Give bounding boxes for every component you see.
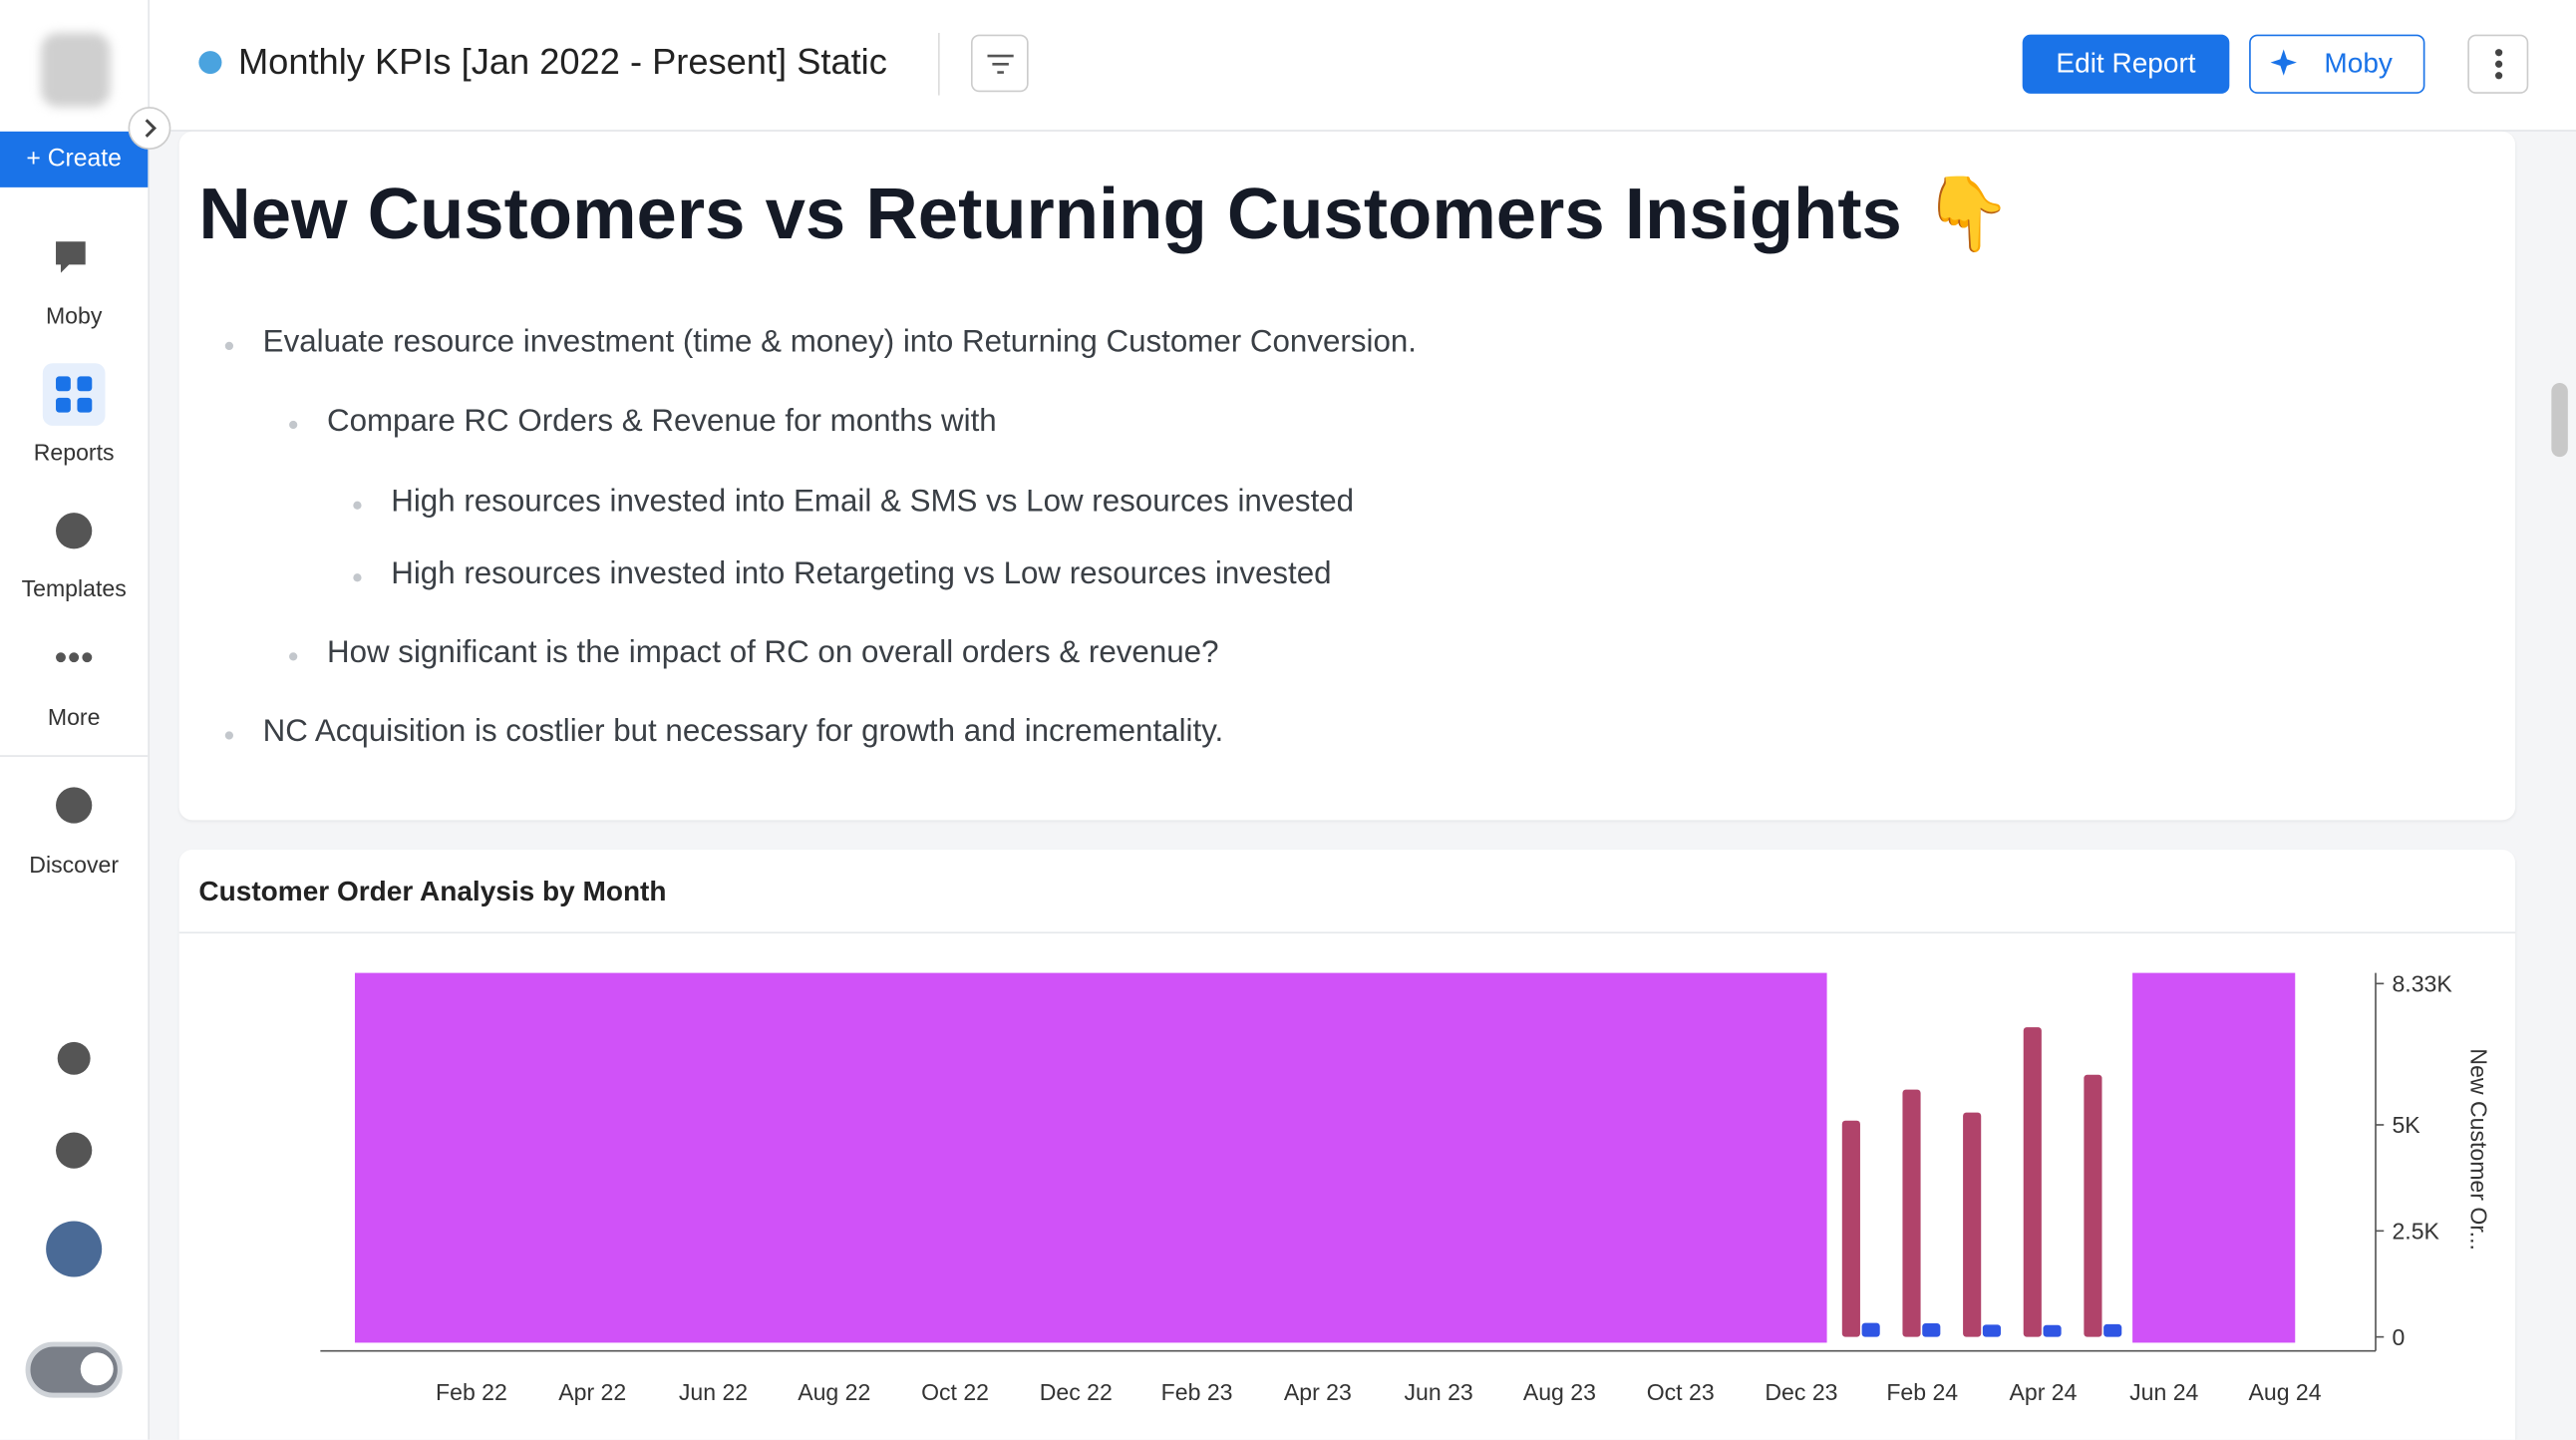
more-button[interactable] <box>2467 34 2529 94</box>
highlight-region <box>354 972 1827 1343</box>
bar <box>1841 1120 1860 1337</box>
bar <box>1861 1322 1880 1337</box>
reports-icon[interactable] <box>56 376 93 413</box>
x-tick-label: Jun 23 <box>1405 1379 1473 1405</box>
bar <box>1963 1112 1982 1337</box>
help-icon[interactable] <box>56 1132 93 1169</box>
logo <box>41 32 111 108</box>
bullet: High resources invested into Retargeting… <box>353 556 1332 592</box>
x-tick-label: Apr 22 <box>558 1379 626 1405</box>
y-tick-label: 2.5K <box>2392 1219 2439 1245</box>
toggle-knob <box>80 1352 114 1386</box>
collapse-button[interactable] <box>128 107 171 150</box>
x-tick-label: Feb 24 <box>1886 1379 1958 1405</box>
settings-icon[interactable] <box>57 1041 91 1075</box>
chart-title: Customer Order Analysis by Month <box>198 876 667 907</box>
bullet: Evaluate resource investment (time & mon… <box>224 325 1417 360</box>
bar <box>1982 1324 2001 1337</box>
y-tick-label: 5K <box>2392 1112 2420 1138</box>
templates-icon[interactable] <box>56 513 93 549</box>
nav-label[interactable]: Reports <box>33 439 115 466</box>
sidebar-icons <box>0 241 149 1398</box>
y-axis-label: New Customer Or... <box>2466 1048 2492 1250</box>
create-button[interactable]: + Create <box>0 131 149 187</box>
edit-report-button[interactable]: Edit Report <box>2022 34 2230 94</box>
moby-button[interactable]: Moby <box>2249 34 2425 94</box>
bar <box>2023 1027 2042 1337</box>
y-tick-label: 0 <box>2392 1324 2405 1350</box>
x-tick-label: Jun 24 <box>2129 1379 2198 1405</box>
bar <box>2103 1323 2122 1337</box>
nav-label[interactable]: Templates <box>21 574 127 602</box>
filter-icon <box>986 53 1013 74</box>
insights-card: New Customers vs Returning Customers Ins… <box>178 131 2516 821</box>
moby-icon[interactable] <box>56 241 86 273</box>
report-title: Monthly KPIs [Jan 2022 - Present] Static <box>237 41 887 83</box>
x-tick-label: Oct 22 <box>921 1379 989 1405</box>
bullet: How significant is the impact of RC on o… <box>289 635 1219 671</box>
scrollbar[interactable] <box>2551 382 2568 458</box>
y-tick-label: 8.33K <box>2392 971 2452 997</box>
sparkle-icon <box>2270 49 2297 76</box>
filter-button[interactable] <box>970 34 1029 93</box>
x-tick-label: Aug 24 <box>2248 1379 2321 1405</box>
x-tick-label: Aug 23 <box>1523 1379 1596 1405</box>
x-tick-label: Oct 23 <box>1647 1379 1715 1405</box>
divider <box>178 931 2516 934</box>
bar <box>2043 1324 2062 1337</box>
x-tick-label: Feb 23 <box>1161 1379 1233 1405</box>
bullet: High resources invested into Email & SMS… <box>353 485 1355 520</box>
x-tick-label: Dec 22 <box>1040 1379 1113 1405</box>
kebab-icon <box>2494 49 2502 80</box>
x-tick-label: Aug 22 <box>798 1379 870 1405</box>
discover-icon[interactable] <box>56 787 93 824</box>
bar <box>1922 1323 1941 1337</box>
bullet: Compare RC Orders & Revenue for months w… <box>289 404 997 440</box>
nav-label[interactable]: More <box>47 703 101 730</box>
nav-label[interactable]: Discover <box>29 851 120 879</box>
more-icon[interactable] <box>56 652 93 663</box>
x-tick-label: Dec 23 <box>1765 1379 1837 1405</box>
x-tick-label: Apr 23 <box>1284 1379 1352 1405</box>
x-tick-label: Feb 22 <box>436 1379 507 1405</box>
bar <box>2084 1074 2102 1337</box>
header: Monthly KPIs [Jan 2022 - Present] Static… <box>149 0 2576 132</box>
avatar[interactable] <box>46 1221 103 1277</box>
x-tick-label: Apr 24 <box>2010 1379 2078 1405</box>
bullet: NC Acquisition is costlier but necessary… <box>224 714 1224 750</box>
x-tick-label: Jun 22 <box>679 1379 748 1405</box>
nav-label[interactable]: Moby <box>45 302 103 329</box>
bar <box>1902 1089 1921 1337</box>
divider <box>938 32 940 96</box>
insights-heading: New Customers vs Returning Customers Ins… <box>198 174 2013 255</box>
chevron <box>145 119 158 138</box>
sidebar: + Create Moby Reports Templates More Dis… <box>0 0 150 1440</box>
report-icon <box>198 51 222 75</box>
highlight-region <box>2132 972 2296 1343</box>
